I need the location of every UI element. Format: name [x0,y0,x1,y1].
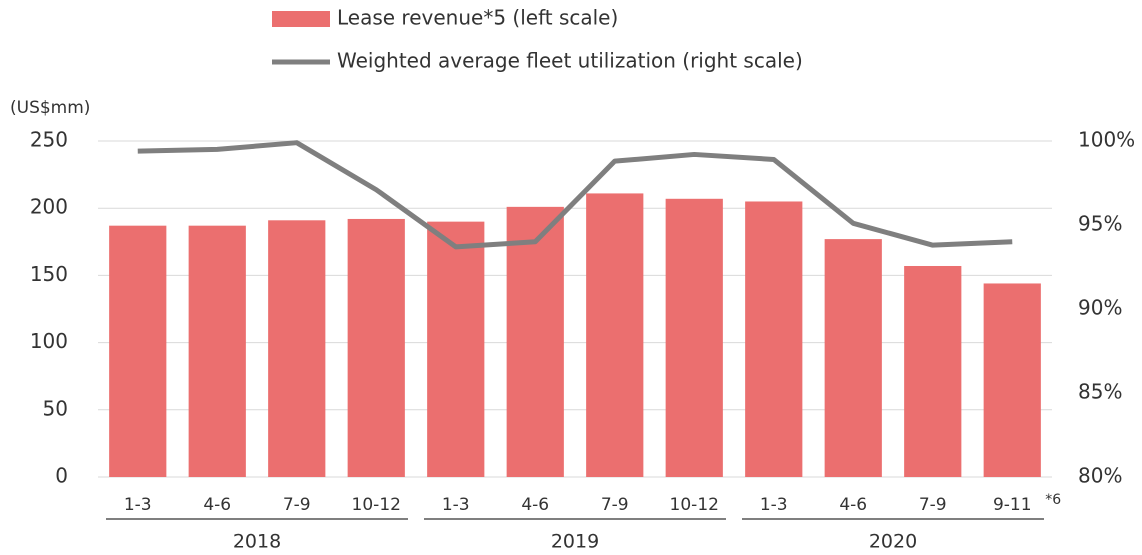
bar [983,283,1041,477]
y-tick-label: 200 [30,195,68,219]
group-label: 2019 [551,531,599,552]
bar [427,221,485,477]
bar [904,265,962,477]
bar [745,201,803,478]
line-series [137,140,1013,250]
y-tick-label: 250 [30,128,68,152]
x-tick-label: 1-3 [124,495,152,515]
y2-tick-label: 90% [1078,296,1122,320]
y2-tick-label: 85% [1078,380,1122,404]
y-tick-label: 100 [30,329,68,353]
x-tick-label: 4-6 [203,495,231,515]
legend-label: Weighted average fleet utilization (righ… [337,49,803,73]
y-tick-label: 150 [30,262,68,286]
y2-tick-label: 80% [1078,464,1122,488]
x-tick-label: 10-12 [352,495,401,515]
bar [586,193,644,477]
legend-label: Lease revenue*5 (left scale) [337,6,618,30]
bar [506,206,564,477]
x-tick-label: 9-11 [993,495,1032,515]
y2-tick-label: 100% [1078,128,1135,152]
y-axis-label: (US$mm) [10,98,90,118]
x-tick-label: 7-9 [283,495,311,515]
x-tick-label: 1-3 [442,495,470,515]
bar [268,220,326,477]
bar [347,218,405,477]
bar [188,225,246,477]
y2-tick-label: 95% [1078,212,1122,236]
y-tick-label: 50 [43,396,68,420]
bar [665,198,723,478]
x-tick-label: 10-12 [670,495,719,515]
group-label: 2020 [869,531,917,552]
x-tick-label: 7-9 [919,495,947,515]
x-tick-label: 4-6 [839,495,867,515]
bar [824,239,882,477]
annotation: *6 [1045,492,1061,508]
legend-swatch [272,11,330,27]
group-label: 2018 [233,531,281,552]
x-tick-label: 4-6 [521,495,549,515]
x-tick-label: 1-3 [760,495,788,515]
bar [109,225,167,477]
x-tick-label: 7-9 [601,495,629,515]
y-tick-label: 0 [55,464,68,488]
